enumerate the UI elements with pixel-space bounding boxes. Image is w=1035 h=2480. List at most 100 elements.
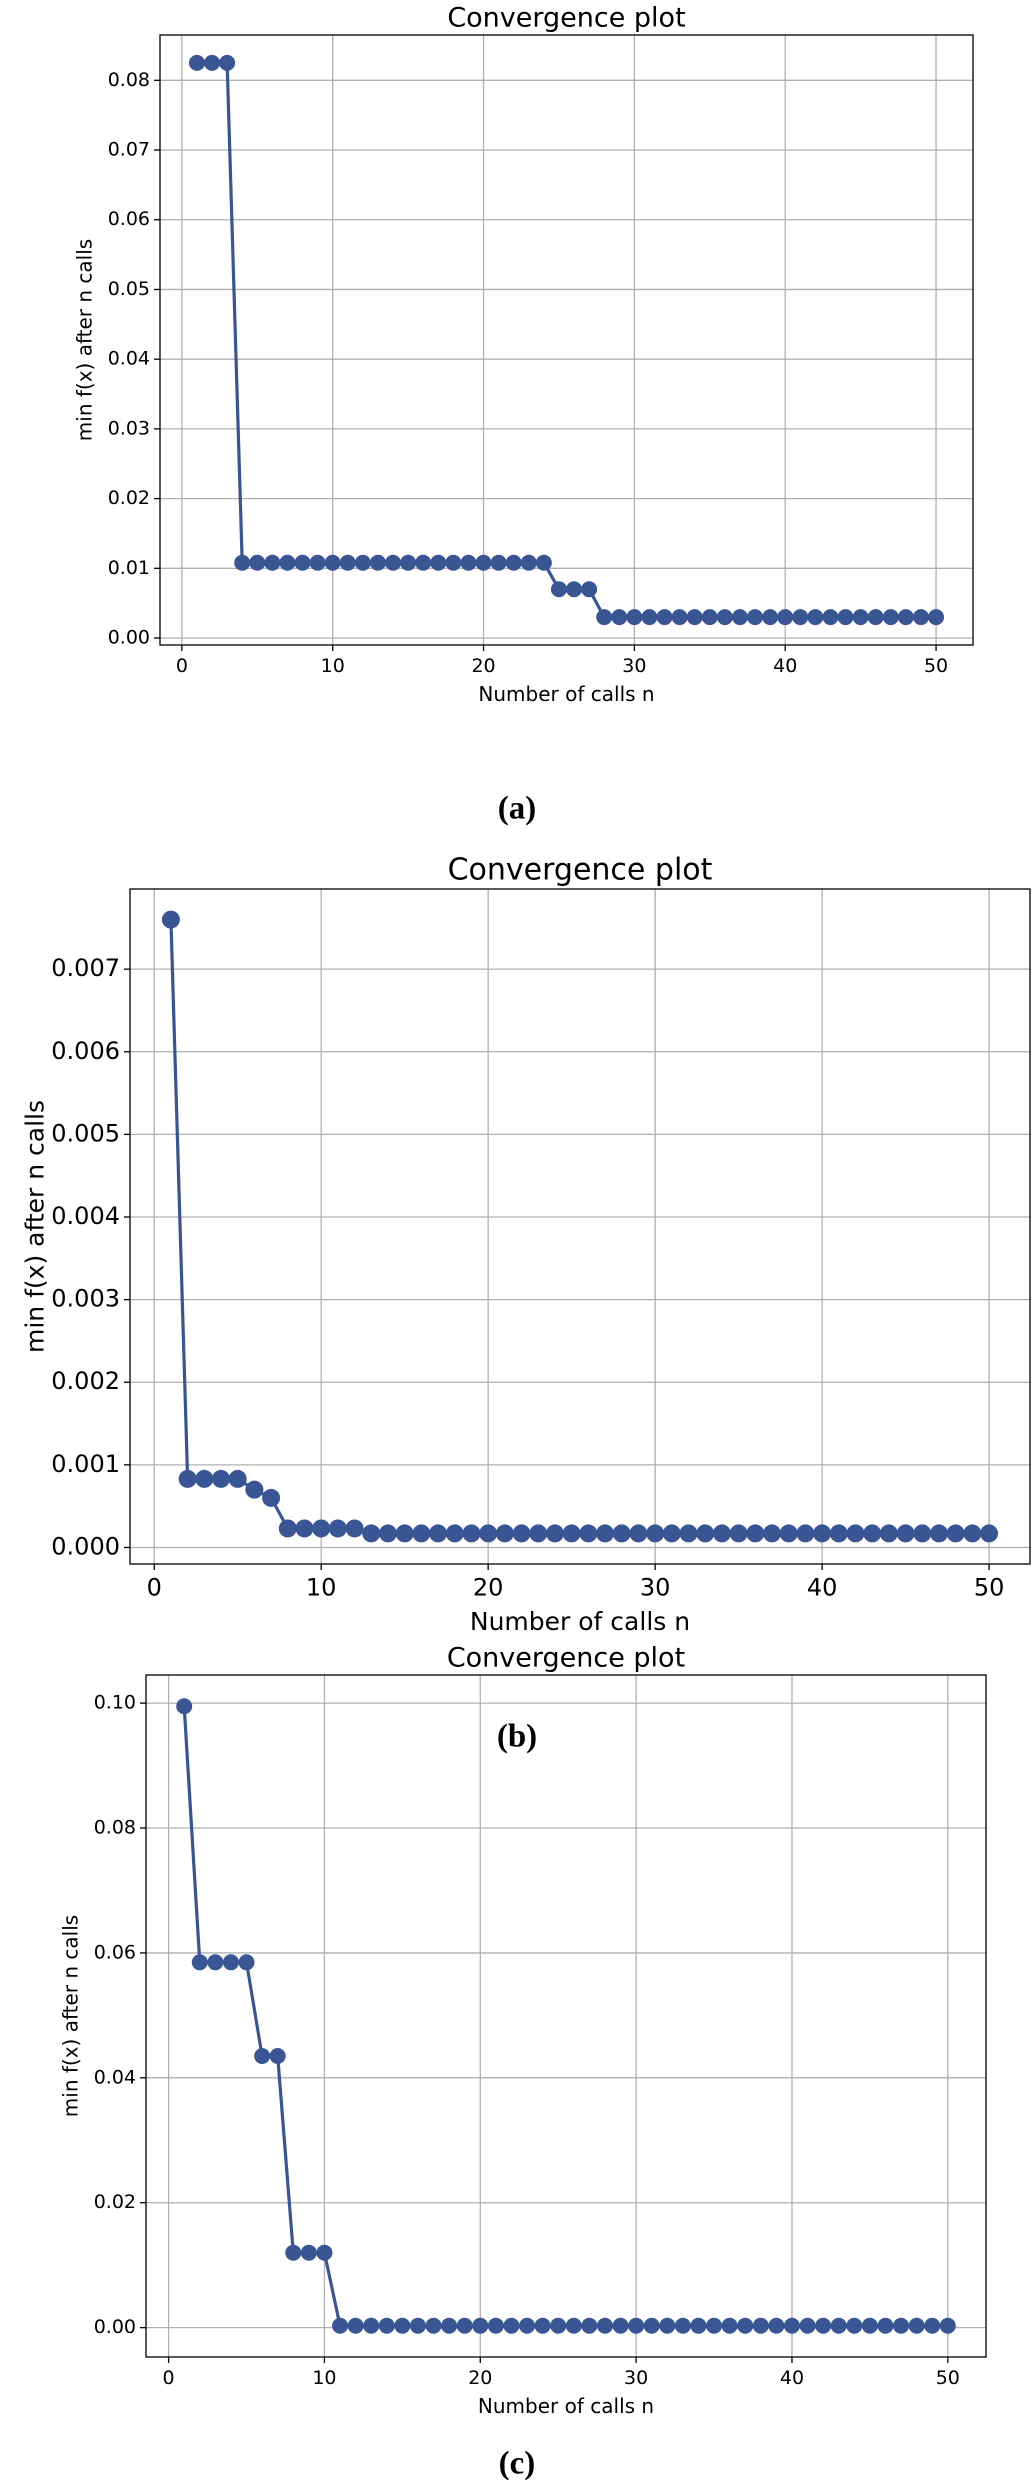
marker [671, 609, 688, 626]
chart-title: Convergence plot [448, 853, 713, 888]
marker [712, 1524, 731, 1543]
plot-frame [145, 1674, 987, 2358]
marker [762, 609, 779, 626]
y-axis-label: min f(x) after n calls [72, 239, 96, 441]
y-tick-label: 0.006 [51, 1037, 120, 1065]
marker [852, 609, 869, 626]
marker [285, 2244, 302, 2261]
x-tick-label: 0 [147, 1573, 162, 1601]
marker [238, 1954, 255, 1971]
marker [345, 1519, 364, 1538]
marker [662, 1524, 681, 1543]
marker [269, 2047, 286, 2064]
y-tick-label: 0.00 [94, 2316, 136, 2338]
marker [783, 2317, 800, 2334]
y-tick-label: 0.02 [94, 2191, 136, 2213]
marker [562, 1524, 581, 1543]
marker [837, 609, 854, 626]
marker [503, 2317, 520, 2334]
marker [796, 1524, 815, 1543]
marker [679, 1524, 698, 1543]
marker [219, 54, 236, 71]
plot-frame [129, 888, 1031, 1565]
x-tick-label: 20 [468, 2367, 492, 2389]
marker [706, 2317, 723, 2334]
marker [445, 554, 462, 571]
marker [254, 2047, 271, 2064]
marker [939, 2317, 956, 2334]
x-tick-label: 10 [312, 2367, 336, 2389]
y-tick-label: 0.06 [94, 1941, 136, 1963]
marker [415, 554, 432, 571]
y-tick-label: 0.003 [51, 1285, 120, 1313]
x-tick-label: 20 [471, 655, 495, 677]
marker [412, 1524, 431, 1543]
marker [472, 2317, 489, 2334]
marker [807, 609, 824, 626]
marker [752, 2317, 769, 2334]
y-tick-label: 0.10 [94, 1692, 136, 1714]
y-tick-label: 0.004 [51, 1202, 120, 1230]
x-tick-label: 50 [974, 1573, 1005, 1601]
marker [534, 2317, 551, 2334]
marker [882, 609, 899, 626]
x-axis-label: Number of calls n [478, 682, 654, 706]
marker [550, 581, 567, 598]
marker [646, 1524, 665, 1543]
y-tick-label: 0.02 [108, 487, 150, 509]
marker [191, 1954, 208, 1971]
marker [161, 910, 180, 929]
y-axis-label: min f(x) after n calls [20, 1100, 49, 1353]
x-tick-label: 0 [176, 655, 188, 677]
marker [867, 609, 884, 626]
marker [475, 554, 492, 571]
marker [204, 54, 221, 71]
y-tick-label: 0.08 [108, 69, 150, 91]
marker [395, 1524, 414, 1543]
marker [245, 1480, 264, 1499]
marker [581, 2317, 598, 2334]
y-axis-label: min f(x) after n calls [58, 1915, 82, 2117]
marker [300, 2244, 317, 2261]
marker [879, 1524, 898, 1543]
x-tick-label: 30 [640, 1573, 671, 1601]
marker [565, 2317, 582, 2334]
marker [176, 1698, 193, 1715]
marker [877, 2317, 894, 2334]
marker [777, 609, 794, 626]
marker [487, 2317, 504, 2334]
marker [278, 1519, 297, 1538]
marker [430, 554, 447, 571]
marker [495, 1524, 514, 1543]
marker [279, 554, 296, 571]
marker [928, 609, 945, 626]
marker [897, 609, 914, 626]
marker [813, 1524, 832, 1543]
marker [829, 1524, 848, 1543]
marker [822, 609, 839, 626]
marker [328, 1519, 347, 1538]
marker [629, 1524, 648, 1543]
marker [641, 609, 658, 626]
marker [295, 1519, 314, 1538]
line [182, 1706, 948, 2328]
marker [861, 2317, 878, 2334]
marker [737, 2317, 754, 2334]
marker [262, 1488, 281, 1507]
x-tick-label: 0 [163, 2367, 175, 2389]
marker [324, 554, 341, 571]
x-tick-label: 20 [473, 1573, 504, 1601]
marker [429, 1524, 448, 1543]
marker [912, 609, 929, 626]
marker [519, 2317, 536, 2334]
marker [746, 1524, 765, 1543]
y-tick-label: 0.002 [51, 1367, 120, 1395]
line [169, 919, 990, 1536]
marker [212, 1469, 231, 1488]
marker [441, 2317, 458, 2334]
y-tick-label: 0.00 [108, 627, 150, 649]
marker [264, 554, 281, 571]
x-tick-label: 10 [321, 655, 345, 677]
x-axis-label: Number of calls n [478, 2394, 654, 2418]
marker [579, 1524, 598, 1543]
